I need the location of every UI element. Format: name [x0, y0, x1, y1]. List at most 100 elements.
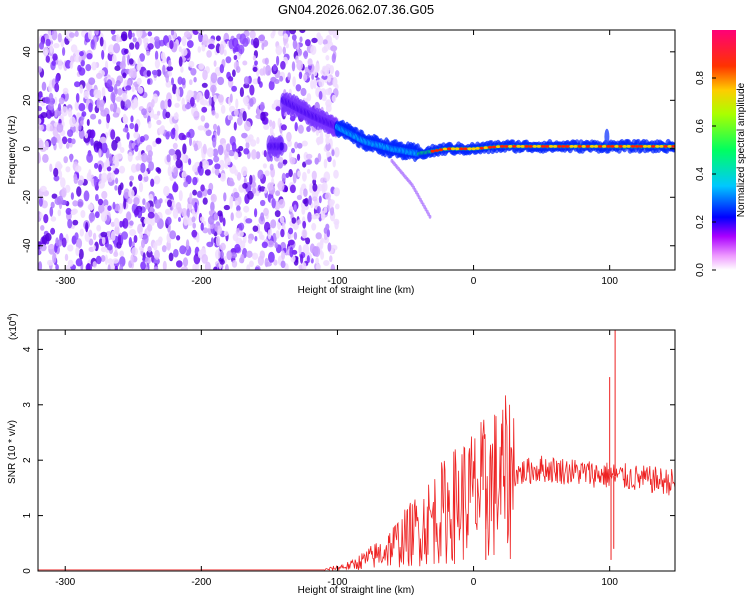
noise-blob — [289, 246, 294, 258]
noise-blob — [133, 208, 140, 216]
ridge-peak — [659, 145, 664, 148]
ridge-peak — [646, 145, 652, 148]
noise-blob — [297, 142, 303, 149]
colorbar-label: Normalized spectral amplitude — [736, 82, 747, 217]
noise-blob — [241, 132, 248, 139]
noise-blob — [202, 143, 207, 155]
noise-blob — [184, 103, 192, 110]
noise-blob — [176, 235, 181, 241]
noise-blob — [123, 198, 127, 210]
noise-blob — [146, 70, 152, 77]
noise-blob — [214, 66, 222, 77]
noise-blob — [145, 255, 151, 265]
noise-blob — [192, 164, 198, 173]
noise-blob — [291, 61, 296, 72]
noise-blob — [305, 237, 311, 245]
noise-blob — [38, 196, 43, 207]
noise-blob — [192, 208, 196, 217]
noise-blob — [134, 123, 139, 133]
noise-blob — [101, 236, 106, 245]
noise-blob — [58, 97, 65, 105]
noise-blob — [280, 124, 287, 131]
noise-blob — [75, 258, 83, 267]
noise-blob — [88, 102, 93, 113]
noise-blob — [322, 39, 328, 45]
noise-blob — [210, 237, 214, 245]
noise-blob — [75, 93, 80, 103]
noise-blob — [282, 221, 286, 231]
noise-blob — [136, 30, 143, 38]
noise-blob — [243, 76, 250, 85]
noise-blob — [277, 161, 283, 169]
noise-blob — [114, 225, 120, 235]
x-tick-label: -100 — [327, 577, 347, 588]
noise-blob — [74, 81, 81, 88]
noise-blob — [56, 123, 64, 133]
noise-blob — [60, 177, 66, 188]
noise-blob — [271, 198, 276, 209]
noise-blob — [77, 179, 84, 186]
noise-blob — [292, 172, 297, 184]
noise-blob — [217, 76, 225, 86]
noise-blob — [45, 55, 50, 63]
noise-blob — [62, 47, 66, 56]
noise-blob — [98, 148, 102, 158]
noise-blob — [66, 142, 70, 149]
noise-blob — [93, 89, 100, 98]
noise-blob — [177, 76, 183, 85]
noise-blob — [267, 240, 275, 248]
noise-blob — [194, 201, 198, 213]
noise-blob — [181, 77, 186, 86]
noise-blob — [65, 207, 72, 215]
noise-blob — [147, 211, 155, 219]
noise-blob — [90, 113, 97, 120]
noise-blob — [74, 100, 80, 111]
noise-blob — [229, 198, 233, 210]
noise-blob — [302, 244, 310, 255]
noise-blob — [260, 101, 265, 112]
noise-blob — [154, 212, 159, 220]
noise-blob — [235, 98, 239, 109]
noise-blob — [146, 50, 151, 56]
noise-blob — [260, 199, 266, 207]
noise-blob — [257, 76, 261, 85]
snr-plot-area — [38, 330, 675, 571]
noise-blob — [94, 162, 99, 169]
noise-blob — [49, 206, 54, 217]
noise-blob — [88, 30, 92, 40]
ridge-peak — [459, 147, 464, 151]
noise-blob — [304, 197, 309, 207]
noise-blob — [302, 229, 307, 239]
ridge-peak — [508, 145, 513, 148]
noise-blob — [117, 87, 123, 96]
noise-blob — [289, 156, 296, 165]
noise-blob — [289, 205, 294, 212]
noise-blob — [324, 192, 331, 200]
noise-blob — [313, 78, 317, 89]
noise-blob — [174, 130, 178, 142]
noise-blob — [74, 30, 79, 37]
ridge-peak — [610, 145, 615, 148]
noise-blob — [169, 230, 177, 240]
noise-blob — [315, 232, 322, 240]
noise-blob — [169, 40, 174, 50]
noise-blob — [325, 223, 330, 231]
noise-blob — [278, 198, 286, 209]
noise-blob — [146, 250, 153, 258]
noise-blob — [147, 78, 151, 85]
noise-blob — [135, 83, 139, 91]
noise-blob — [145, 201, 151, 210]
noise-blob — [133, 97, 138, 107]
noise-blob — [208, 38, 215, 45]
noise-blob — [234, 200, 239, 207]
noise-blob — [47, 102, 54, 111]
noise-blob — [92, 232, 97, 241]
ridge-peak — [557, 145, 562, 148]
noise-blob — [200, 184, 205, 192]
noise-blob — [67, 259, 74, 267]
noise-blob — [329, 200, 334, 208]
noise-blob — [188, 158, 192, 166]
ridge-peak — [524, 145, 529, 148]
noise-blob — [321, 95, 327, 102]
y-tick-label: 0 — [22, 568, 33, 574]
